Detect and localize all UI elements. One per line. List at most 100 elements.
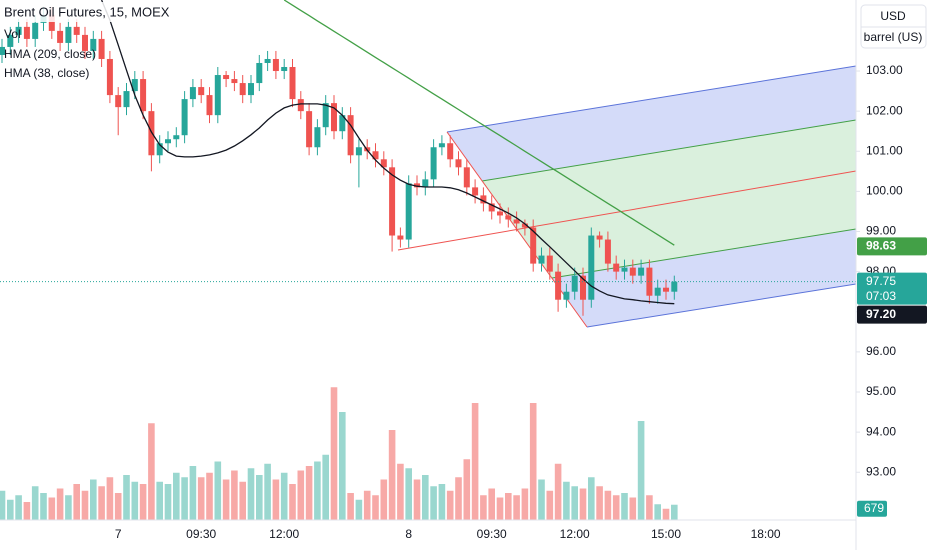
volume-label: 679: [864, 501, 884, 515]
candle-body: [131, 79, 138, 92]
candle-body: [148, 111, 155, 156]
volume-pane: [0, 387, 678, 520]
pitchfork-fill: [447, 66, 856, 181]
volume-bar: [189, 466, 197, 520]
candle-body: [638, 267, 645, 276]
candle-body: [596, 235, 603, 240]
legend-hma: HMA (209, close): [4, 47, 96, 61]
candle-body: [306, 111, 313, 148]
volume-bar: [322, 454, 329, 520]
volume-bar: [48, 497, 56, 520]
pitchfork-drawing: [397, 65, 856, 328]
pitchfork-line: [446, 65, 856, 133]
volume-bar: [529, 403, 537, 520]
volume-bar: [563, 481, 570, 520]
candle-body: [48, 14, 55, 31]
y-tick-label: 103.00: [866, 63, 903, 77]
indicator-line: [283, 0, 675, 246]
candle-body: [248, 83, 254, 96]
x-tick-label: 12:00: [269, 527, 299, 541]
volume-label-box: [857, 500, 887, 517]
volume-bar: [596, 486, 603, 520]
y-tick-label: 99.00: [866, 224, 896, 238]
candle-body: [90, 38, 97, 51]
volume-bar: [106, 477, 114, 520]
volume-bar: [90, 479, 97, 520]
legend-hma: HMA (38, close): [4, 66, 89, 80]
candle-body: [123, 91, 130, 108]
volume-bar: [513, 495, 520, 520]
volume-bar: [579, 488, 587, 520]
candle-body: [355, 147, 362, 156]
candle-body: [98, 38, 105, 59]
candle-body: [505, 215, 512, 220]
candle-body: [115, 95, 122, 108]
candle-body: [546, 255, 553, 272]
x-tick-label: 09:30: [477, 527, 507, 541]
candle-body: [23, 26, 30, 39]
volume-bar: [0, 490, 6, 520]
candle-body: [497, 211, 503, 216]
volume-bar: [81, 490, 89, 520]
candle-body: [380, 159, 387, 168]
volume-bar: [662, 508, 670, 520]
candle-body: [322, 103, 329, 128]
candle-body: [65, 26, 72, 43]
candle-body: [339, 115, 346, 132]
candle-body: [430, 147, 437, 180]
volume-bar: [505, 493, 512, 520]
x-tick-label: 09:30: [186, 527, 216, 541]
candle-body: [580, 275, 586, 300]
countdown: 07:03: [866, 289, 896, 303]
volume-bar: [123, 475, 130, 520]
candle-body: [165, 139, 171, 144]
price-pane: [0, 0, 856, 316]
candle-body: [181, 99, 188, 136]
candle-body: [538, 255, 545, 264]
candle-body: [621, 267, 628, 272]
candle-body: [463, 167, 470, 188]
volume-bar: [339, 412, 346, 520]
volume-bar: [413, 479, 421, 520]
candle-body: [414, 183, 420, 188]
candle-body: [521, 223, 528, 228]
price-label-box: [857, 237, 927, 256]
legend-volume: Vol: [4, 27, 21, 41]
candle-body: [272, 58, 279, 72]
volume-bar: [272, 479, 280, 520]
volume-bar: [206, 472, 213, 520]
volume-bar: [521, 488, 529, 520]
candle-body: [231, 79, 238, 84]
candle-body: [472, 187, 479, 196]
volume-bar: [289, 484, 296, 520]
candle-body: [405, 183, 412, 240]
candle-body: [0, 46, 5, 55]
unit[interactable]: barrel (US): [864, 30, 923, 44]
volume-bar: [455, 477, 462, 520]
volume-bar: [31, 486, 39, 520]
volume-bar: [239, 481, 246, 520]
candle-body: [57, 30, 64, 43]
volume-bar: [380, 479, 388, 520]
candle-body: [198, 87, 205, 96]
volume-bar: [430, 486, 437, 520]
volume-bar: [588, 477, 595, 520]
candle-body: [671, 281, 678, 292]
candle-body: [397, 235, 404, 240]
volume-bar: [488, 488, 495, 520]
volume-bar: [139, 484, 147, 520]
chart-title: Brent Oil Futures, 15, MOEX: [4, 4, 170, 19]
candle-body: [513, 219, 520, 224]
pitchfork-line: [551, 228, 856, 279]
volume-bar: [65, 495, 72, 520]
volume-bar: [471, 403, 479, 520]
candle-body: [106, 58, 113, 96]
volume-bar: [388, 430, 396, 520]
candle-body: [189, 87, 196, 100]
candle-body: [314, 127, 321, 148]
candle-body: [297, 99, 304, 112]
volume-bar: [330, 387, 338, 520]
currency[interactable]: USD: [880, 9, 906, 23]
candle-body: [530, 227, 537, 264]
candle-body: [389, 167, 396, 236]
